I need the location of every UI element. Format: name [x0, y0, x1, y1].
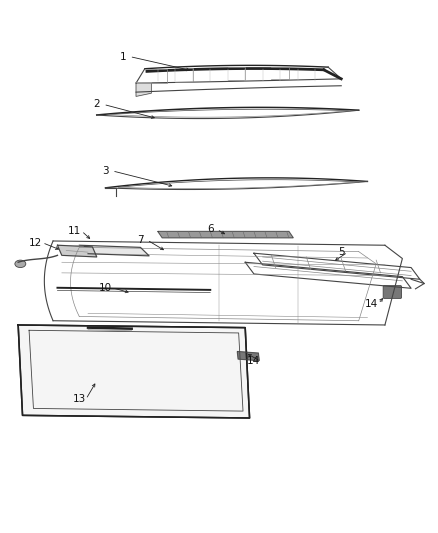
Text: 11: 11: [68, 226, 81, 236]
Text: 12: 12: [29, 238, 42, 247]
Text: 7: 7: [137, 235, 144, 245]
FancyBboxPatch shape: [383, 286, 402, 298]
Polygon shape: [79, 245, 149, 256]
Polygon shape: [18, 325, 250, 418]
Text: 2: 2: [93, 99, 100, 109]
Text: 3: 3: [102, 166, 109, 176]
Text: 13: 13: [73, 394, 86, 405]
Text: 6: 6: [207, 224, 214, 235]
Text: 10: 10: [99, 283, 112, 293]
Text: 14: 14: [365, 298, 378, 309]
Text: 1: 1: [120, 52, 126, 61]
Text: 5: 5: [338, 247, 345, 257]
Polygon shape: [136, 83, 151, 96]
Polygon shape: [158, 231, 293, 238]
Polygon shape: [237, 352, 259, 361]
Text: 14: 14: [247, 356, 261, 366]
Ellipse shape: [15, 260, 26, 268]
Polygon shape: [57, 245, 97, 257]
